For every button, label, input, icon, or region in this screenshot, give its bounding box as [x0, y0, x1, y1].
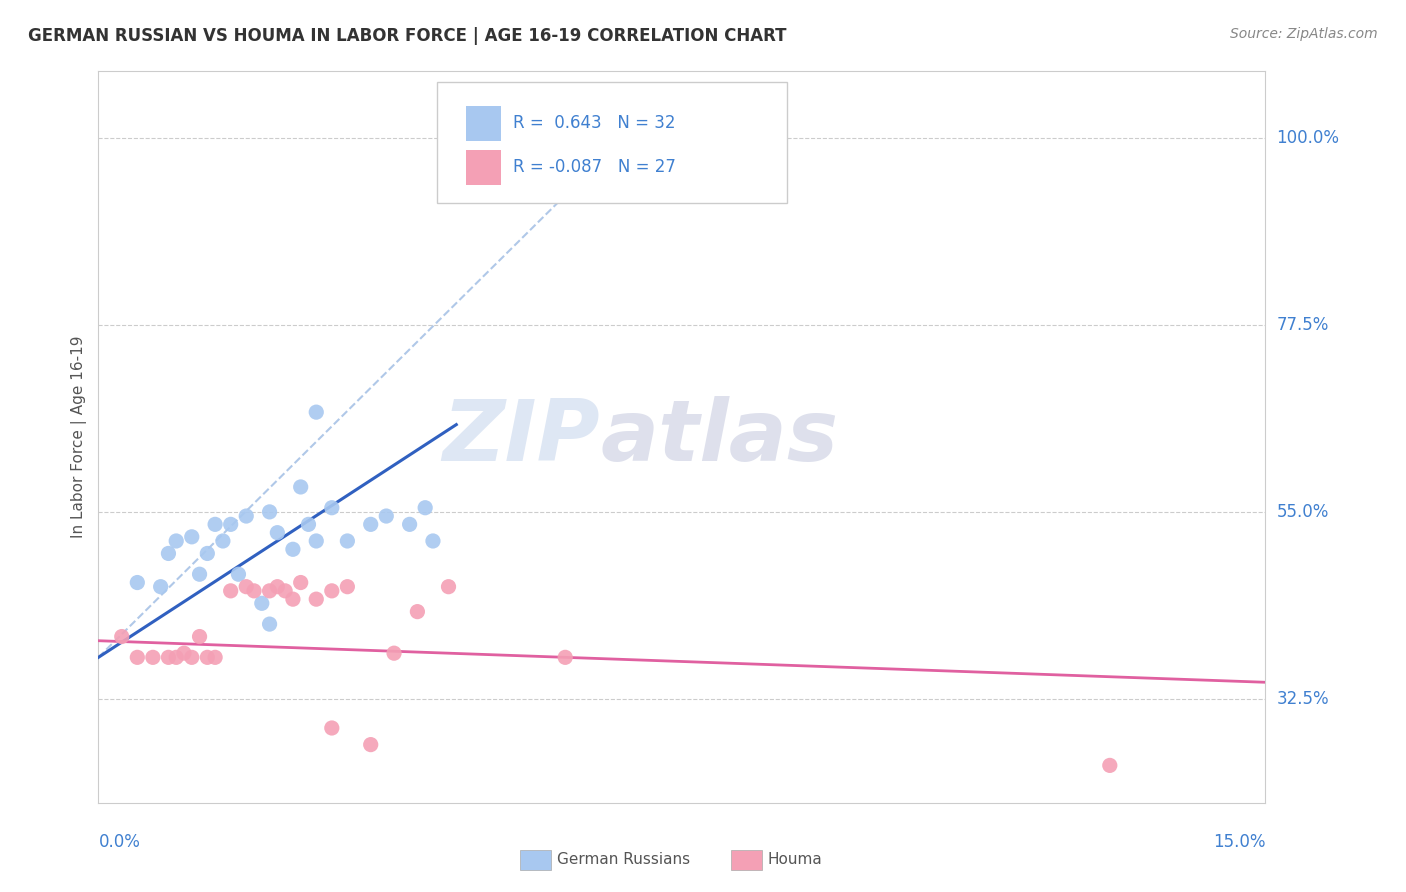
Text: 32.5%: 32.5% — [1277, 690, 1329, 708]
Point — [266, 525, 288, 540]
Point — [259, 505, 281, 519]
Point — [360, 738, 382, 752]
Point — [281, 592, 304, 607]
Point — [165, 533, 187, 548]
FancyBboxPatch shape — [437, 82, 787, 203]
Point — [297, 517, 319, 532]
Point — [180, 530, 202, 544]
Point — [259, 583, 281, 598]
Text: R =  0.643   N = 32: R = 0.643 N = 32 — [513, 114, 675, 132]
Text: 15.0%: 15.0% — [1213, 833, 1265, 851]
Point — [228, 567, 250, 582]
Point — [142, 650, 165, 665]
Point — [204, 650, 226, 665]
Text: R = -0.087   N = 27: R = -0.087 N = 27 — [513, 158, 675, 177]
Point — [173, 646, 195, 660]
Point — [180, 650, 202, 665]
Text: Houma: Houma — [768, 853, 823, 867]
Point — [259, 617, 281, 632]
Point — [250, 596, 273, 610]
Point — [235, 509, 257, 524]
Text: 0.0%: 0.0% — [98, 833, 141, 851]
FancyBboxPatch shape — [465, 106, 501, 141]
FancyBboxPatch shape — [465, 150, 501, 185]
Text: 55.0%: 55.0% — [1277, 503, 1329, 521]
Point — [523, 131, 546, 145]
Text: ZIP: ZIP — [443, 395, 600, 479]
Point — [336, 533, 359, 548]
Point — [546, 131, 568, 145]
Point — [157, 546, 180, 560]
Point — [127, 575, 149, 590]
Point — [360, 517, 382, 532]
Text: GERMAN RUSSIAN VS HOUMA IN LABOR FORCE | AGE 16-19 CORRELATION CHART: GERMAN RUSSIAN VS HOUMA IN LABOR FORCE |… — [28, 27, 786, 45]
Point — [235, 580, 257, 594]
Point — [382, 646, 405, 660]
Point — [274, 583, 297, 598]
Point — [149, 580, 172, 594]
Text: German Russians: German Russians — [557, 853, 690, 867]
Point — [1098, 758, 1121, 772]
Point — [290, 480, 312, 494]
Point — [398, 517, 420, 532]
Y-axis label: In Labor Force | Age 16-19: In Labor Force | Age 16-19 — [72, 335, 87, 539]
Point — [321, 583, 343, 598]
Point — [305, 405, 328, 419]
Point — [290, 575, 312, 590]
Point — [406, 605, 429, 619]
Point — [204, 517, 226, 532]
Point — [195, 650, 218, 665]
Point — [375, 509, 398, 524]
Point — [437, 580, 460, 594]
Point — [188, 630, 211, 644]
Point — [305, 592, 328, 607]
Point — [413, 500, 436, 515]
Point — [157, 650, 180, 665]
Point — [111, 630, 134, 644]
Point — [305, 533, 328, 548]
Point — [219, 583, 242, 598]
Text: Source: ZipAtlas.com: Source: ZipAtlas.com — [1230, 27, 1378, 41]
Point — [554, 650, 576, 665]
Point — [336, 580, 359, 594]
Point — [127, 650, 149, 665]
Text: 77.5%: 77.5% — [1277, 316, 1329, 334]
Point — [569, 131, 592, 145]
Point — [422, 533, 444, 548]
Text: 100.0%: 100.0% — [1277, 128, 1340, 147]
Point — [321, 500, 343, 515]
Point — [195, 546, 218, 560]
Point — [212, 533, 235, 548]
Text: atlas: atlas — [600, 395, 838, 479]
Point — [281, 542, 304, 557]
Point — [593, 131, 616, 145]
Point — [243, 583, 266, 598]
Point — [188, 567, 211, 582]
Point — [266, 580, 288, 594]
Point — [165, 650, 187, 665]
Point — [219, 517, 242, 532]
Point — [321, 721, 343, 735]
